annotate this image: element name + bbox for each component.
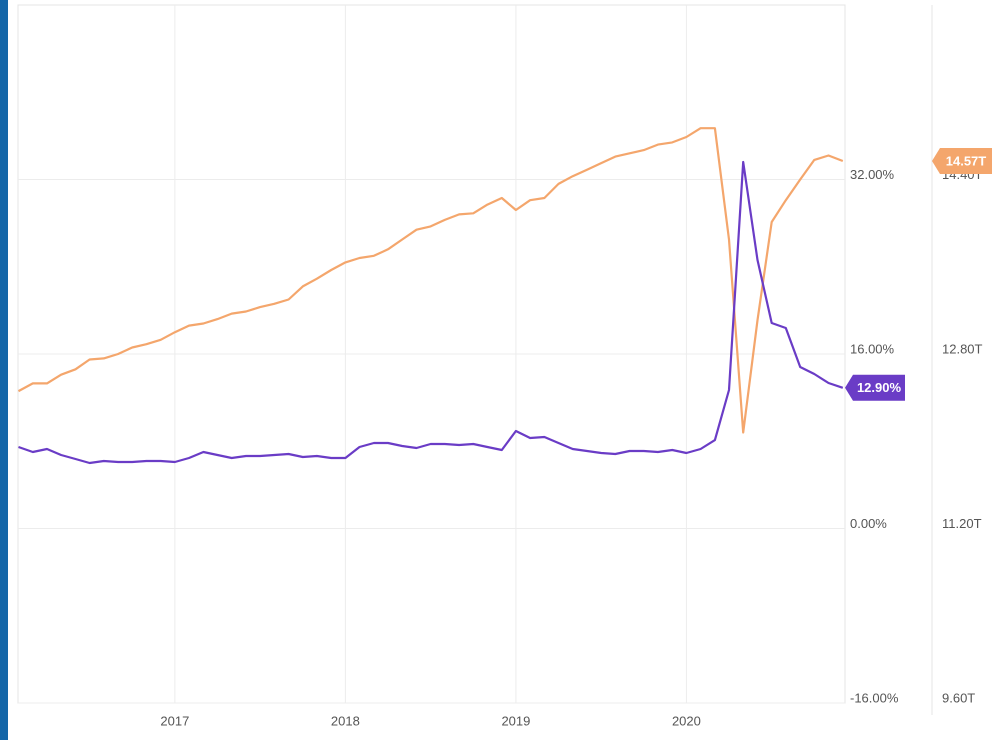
last-value-label: 14.57T bbox=[946, 153, 987, 168]
x-tick-label: 2019 bbox=[501, 713, 530, 728]
last-value-badge bbox=[932, 147, 992, 174]
y-tick-label: 32.00% bbox=[850, 167, 895, 182]
series-line bbox=[17, 127, 844, 434]
y2-tick-label: 12.80T bbox=[942, 341, 983, 356]
y2-tick-label: 9.60T bbox=[942, 690, 975, 705]
x-tick-label: 2020 bbox=[672, 713, 701, 728]
side-strip bbox=[0, 0, 8, 740]
series-line bbox=[18, 160, 844, 465]
y-tick-label: 16.00% bbox=[850, 341, 895, 356]
y-tick-label: 0.00% bbox=[850, 516, 887, 531]
y-tick-label: -16.00% bbox=[850, 690, 899, 705]
last-value-label: 12.90% bbox=[857, 380, 902, 395]
y2-tick-label: 11.20T bbox=[942, 516, 982, 531]
last-value-badge bbox=[845, 374, 905, 401]
x-tick-label: 2017 bbox=[160, 713, 189, 728]
x-tick-label: 2018 bbox=[331, 713, 360, 728]
